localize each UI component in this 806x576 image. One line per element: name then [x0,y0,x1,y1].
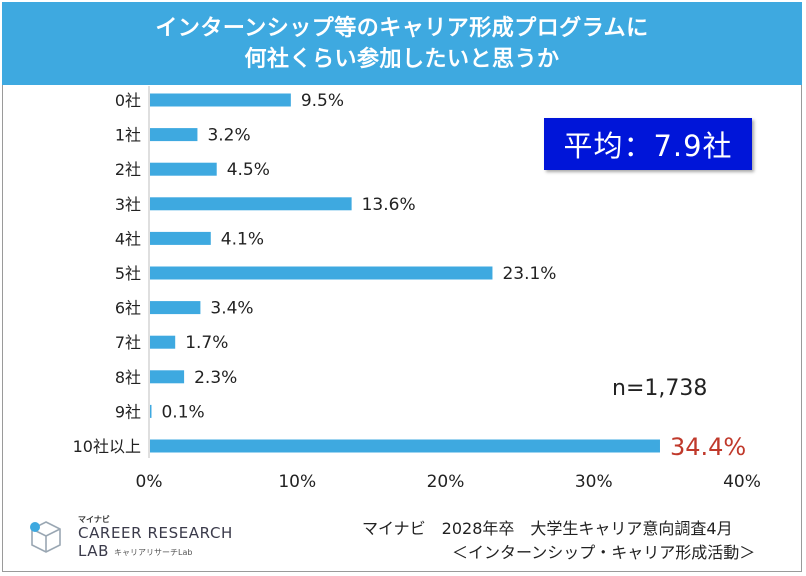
career-research-lab-logo-icon [30,521,61,553]
bar [150,162,217,176]
category-label: 2社 [115,160,141,179]
value-label: 2.3% [194,368,237,388]
value-label: 3.4% [210,299,253,319]
category-label: 7社 [115,333,141,352]
value-label: 0.1% [161,402,204,422]
bar [150,93,291,107]
bar [150,128,198,142]
value-label: 23.1% [502,264,556,284]
logo-lab-label: LAB [78,542,110,560]
logo-jp-label: キャリアリサーチLab [114,548,193,557]
category-label: 6社 [115,299,141,318]
bar [150,197,352,211]
chart-title: インターンシップ等のキャリア形成プログラムに 何社くらい参加したいと思うか [2,2,802,85]
category-label: 4社 [115,229,141,248]
value-label: 4.1% [221,229,264,249]
title-line-2: 何社くらい参加したいと思うか [244,46,560,72]
bar [150,231,211,245]
x-tick-label: 20% [427,472,465,492]
bar [150,301,201,315]
bar [150,370,185,384]
category-label: 5社 [115,264,141,283]
value-label: 1.7% [185,333,228,353]
category-label: 1社 [115,126,141,145]
x-tick-label: 40% [723,472,761,492]
value-label: 34.4% [670,433,746,461]
category-label: 0社 [115,91,141,110]
x-tick-label: 10% [278,472,316,492]
average-badge: 平均：7.9社 [544,118,752,170]
bar [150,266,493,280]
value-label: 3.2% [207,126,250,146]
title-line-1: インターンシップ等のキャリア形成プログラムに [155,15,649,41]
category-label: 3社 [115,195,141,214]
value-label: 13.6% [362,195,416,215]
sample-size-label: n=1,738 [612,376,708,401]
category-label: 9社 [115,402,141,421]
source-note: マイナビ 2028年卒 大学生キャリア意向調査4月 [362,519,733,538]
bar [150,335,176,349]
x-tick-label: 30% [575,472,613,492]
x-tick-label: 0% [136,472,163,492]
category-label: 8社 [115,368,141,387]
value-label: 9.5% [301,91,344,111]
logo-main-label: CAREER RESEARCH [78,524,233,542]
category-label: 10社以上 [73,437,141,456]
logo-sub-label: マイナビ [78,515,110,524]
source-subnote: ＜インターンシップ・キャリア形成活動＞ [452,543,756,562]
bar [150,404,152,418]
value-label: 4.5% [227,160,270,180]
bar [150,439,660,453]
